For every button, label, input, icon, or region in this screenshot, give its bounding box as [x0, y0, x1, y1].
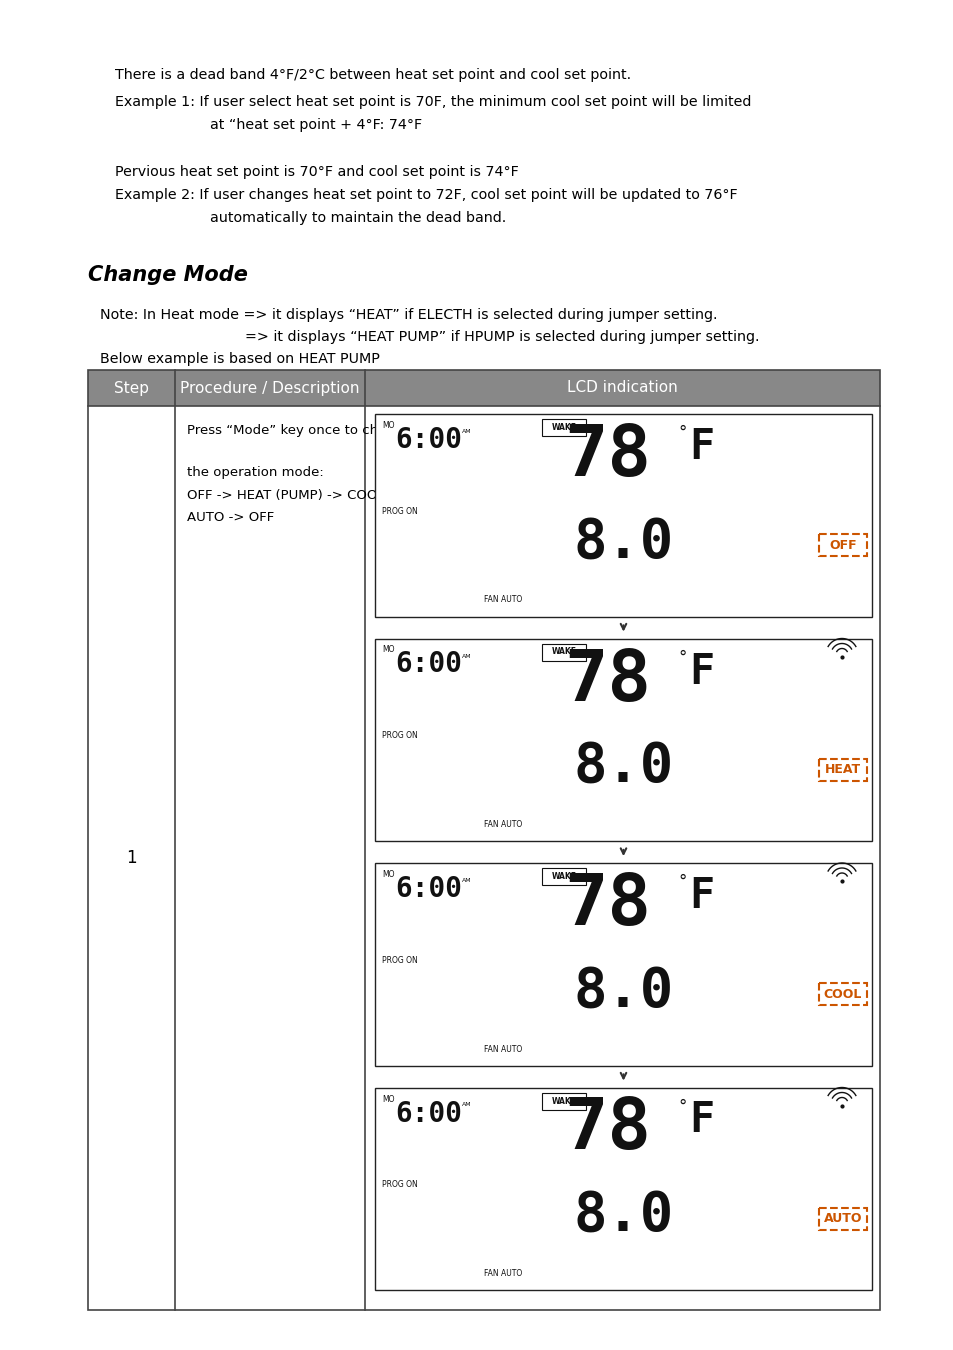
- Text: HEAT: HEAT: [824, 763, 861, 776]
- Text: F: F: [688, 427, 713, 468]
- Text: at “heat set point + 4°F: 74°F: at “heat set point + 4°F: 74°F: [210, 117, 421, 132]
- Text: 8.0: 8.0: [574, 740, 673, 792]
- Text: OFF -> HEAT (PUMP) -> COOL ->: OFF -> HEAT (PUMP) -> COOL ->: [187, 489, 404, 502]
- Bar: [88, 370, 879, 406]
- Text: Example 1: If user select heat set point is 70F, the minimum cool set point will: Example 1: If user select heat set point…: [115, 95, 751, 109]
- Text: AUTO: AUTO: [822, 1212, 862, 1226]
- Bar: [541, 868, 585, 886]
- Text: FAN AUTO: FAN AUTO: [484, 1269, 522, 1278]
- Text: AUTO -> OFF: AUTO -> OFF: [187, 512, 274, 524]
- Text: FAN AUTO: FAN AUTO: [484, 1045, 522, 1053]
- Bar: [375, 639, 871, 841]
- Text: °: °: [679, 424, 686, 441]
- Text: Change Mode: Change Mode: [88, 265, 248, 285]
- Bar: [541, 418, 585, 436]
- Text: Below example is based on HEAT PUMP: Below example is based on HEAT PUMP: [100, 352, 379, 366]
- Text: WAKE: WAKE: [551, 648, 576, 656]
- Text: COOL: COOL: [823, 988, 862, 1000]
- Text: Example 2: If user changes heat set point to 72F, cool set point will be updated: Example 2: If user changes heat set poin…: [115, 188, 737, 202]
- Bar: [818, 535, 866, 556]
- Text: 8.0: 8.0: [574, 964, 673, 1018]
- Bar: [818, 759, 866, 780]
- Text: Procedure / Description: Procedure / Description: [180, 381, 359, 396]
- Text: 8.0: 8.0: [574, 516, 673, 568]
- Text: 6:00: 6:00: [395, 427, 461, 454]
- Text: 6:00: 6:00: [395, 651, 461, 679]
- Text: AM: AM: [461, 653, 471, 659]
- Text: F: F: [688, 1099, 713, 1142]
- Text: PROG ON: PROG ON: [381, 1180, 417, 1189]
- Text: Step: Step: [113, 381, 149, 396]
- Text: FAN AUTO: FAN AUTO: [484, 819, 522, 829]
- Text: PROG ON: PROG ON: [381, 732, 417, 740]
- Text: °: °: [679, 648, 686, 667]
- Text: AM: AM: [461, 1103, 471, 1107]
- Bar: [375, 1088, 871, 1291]
- Text: F: F: [688, 651, 713, 693]
- Text: °: °: [679, 1098, 686, 1115]
- Text: => it displays “HEAT PUMP” if HPUMP is selected during jumper setting.: => it displays “HEAT PUMP” if HPUMP is s…: [245, 329, 759, 344]
- Text: MO: MO: [381, 1095, 395, 1103]
- Text: MO: MO: [381, 869, 395, 879]
- Text: PROG ON: PROG ON: [381, 506, 417, 516]
- Text: LCD indication: LCD indication: [566, 381, 678, 396]
- Text: automatically to maintain the dead band.: automatically to maintain the dead band.: [210, 211, 506, 225]
- Text: 1: 1: [126, 849, 136, 867]
- Bar: [375, 414, 871, 617]
- Text: PROG ON: PROG ON: [381, 956, 417, 965]
- Text: MO: MO: [381, 421, 395, 431]
- Text: WAKE: WAKE: [551, 1096, 576, 1106]
- Bar: [88, 370, 879, 1310]
- Text: OFF: OFF: [828, 539, 856, 552]
- Text: There is a dead band 4°F/2°C between heat set point and cool set point.: There is a dead band 4°F/2°C between hea…: [115, 68, 631, 82]
- Text: °: °: [679, 873, 686, 891]
- Bar: [818, 1208, 866, 1230]
- Text: F: F: [688, 875, 713, 917]
- Text: WAKE: WAKE: [551, 872, 576, 882]
- Text: 78: 78: [563, 423, 650, 491]
- Text: 78: 78: [563, 1095, 650, 1165]
- Text: AM: AM: [461, 878, 471, 883]
- Text: MO: MO: [381, 645, 395, 655]
- Text: 78: 78: [563, 647, 650, 716]
- Text: the operation mode:: the operation mode:: [187, 466, 323, 479]
- Text: Press “Mode” key once to change: Press “Mode” key once to change: [187, 424, 411, 437]
- Text: 6:00: 6:00: [395, 1099, 461, 1127]
- Text: 6:00: 6:00: [395, 875, 461, 903]
- Text: FAN AUTO: FAN AUTO: [484, 595, 522, 605]
- Bar: [818, 983, 866, 1006]
- Bar: [541, 644, 585, 660]
- Text: AM: AM: [461, 429, 471, 433]
- Text: Note: In Heat mode => it displays “HEAT” if ELECTH is selected during jumper set: Note: In Heat mode => it displays “HEAT”…: [100, 308, 717, 323]
- Text: 8.0: 8.0: [574, 1189, 673, 1242]
- Bar: [375, 863, 871, 1065]
- Text: Pervious heat set point is 70°F and cool set point is 74°F: Pervious heat set point is 70°F and cool…: [115, 165, 518, 180]
- Text: WAKE: WAKE: [551, 423, 576, 432]
- Bar: [541, 1092, 585, 1110]
- Text: 78: 78: [563, 871, 650, 940]
